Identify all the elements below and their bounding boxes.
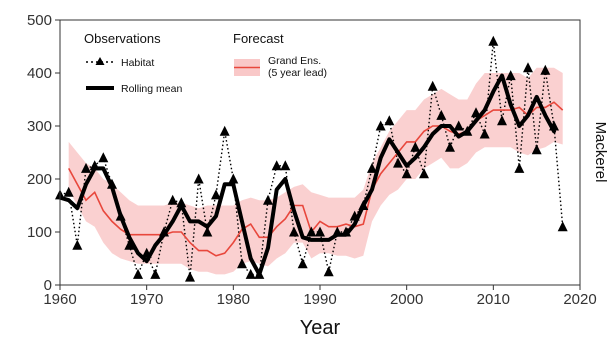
habitat-point bbox=[289, 226, 299, 237]
habitat-point bbox=[332, 226, 343, 237]
x-tick-label: 1990 bbox=[303, 291, 336, 308]
habitat-point bbox=[219, 125, 230, 136]
habitat-point bbox=[245, 268, 256, 279]
y-tick-label: 500 bbox=[27, 12, 52, 29]
habitat-point bbox=[185, 271, 195, 282]
y-tick-label: 200 bbox=[27, 171, 52, 188]
y-tick-label: 400 bbox=[27, 65, 52, 82]
legend-ens-label: Grand Ens. bbox=[268, 55, 321, 67]
habitat-point bbox=[254, 268, 265, 279]
legend-rolling-label: Rolling mean bbox=[121, 83, 182, 95]
habitat-point bbox=[211, 189, 221, 200]
legend-habitat-marker bbox=[95, 57, 105, 65]
habitat-point bbox=[505, 70, 516, 81]
habitat-point bbox=[228, 173, 239, 184]
habitat-point bbox=[549, 120, 559, 131]
habitat-point bbox=[514, 162, 525, 173]
habitat-point bbox=[367, 162, 377, 173]
habitat-point bbox=[341, 226, 351, 237]
habitat-point bbox=[72, 239, 83, 250]
habitat-point bbox=[488, 35, 499, 46]
x-tick-label: 2000 bbox=[390, 291, 423, 308]
habitat-point bbox=[193, 173, 204, 184]
habitat-point bbox=[358, 200, 369, 210]
x-tick-label: 1980 bbox=[217, 291, 250, 308]
habitat-point bbox=[315, 226, 325, 237]
habitat-point bbox=[263, 194, 273, 205]
habitat-point bbox=[349, 210, 360, 221]
habitat-point bbox=[436, 109, 447, 120]
legend-forecast-title: Forecast bbox=[233, 31, 284, 46]
habitat-point bbox=[323, 266, 334, 277]
x-axis-ticks: 1960 1970 1980 1990 2000 2010 2020 bbox=[43, 285, 597, 308]
y-tick-label: 0 bbox=[44, 277, 52, 294]
habitat-point bbox=[393, 157, 403, 168]
habitat-point bbox=[471, 107, 481, 118]
habitat-point bbox=[306, 226, 317, 237]
habitat-point bbox=[271, 160, 282, 171]
y-axis-title: Mackerel bbox=[592, 122, 609, 183]
habitat-point bbox=[453, 120, 464, 131]
legend: Observations Forecast Habitat Rolling me… bbox=[84, 31, 327, 95]
habitat-point bbox=[202, 226, 213, 237]
habitat-point bbox=[167, 194, 178, 205]
x-tick-label: 2010 bbox=[477, 291, 510, 308]
habitat-point bbox=[280, 160, 291, 171]
x-axis-title: Year bbox=[300, 317, 341, 338]
habitat-point bbox=[557, 221, 568, 232]
habitat-point bbox=[523, 62, 533, 73]
legend-ens-sublabel: (5 year lead) bbox=[268, 67, 327, 79]
habitat-point bbox=[115, 210, 126, 221]
habitat-point bbox=[497, 115, 507, 126]
legend-observations-title: Observations bbox=[84, 31, 161, 46]
y-tick-label: 300 bbox=[27, 118, 52, 135]
habitat-points-layer bbox=[55, 35, 568, 282]
x-tick-label: 1970 bbox=[130, 291, 163, 308]
habitat-point bbox=[133, 268, 143, 279]
habitat-point bbox=[410, 141, 421, 152]
habitat-point bbox=[445, 141, 455, 152]
habitat-point bbox=[384, 115, 395, 126]
habitat-point bbox=[237, 258, 247, 269]
habitat-point bbox=[89, 160, 100, 171]
habitat-point bbox=[401, 168, 412, 179]
habitat-point bbox=[531, 144, 542, 155]
habitat-point bbox=[81, 162, 91, 173]
habitat-point bbox=[375, 120, 386, 131]
habitat-point bbox=[98, 152, 109, 163]
habitat-point bbox=[150, 268, 161, 279]
habitat-point bbox=[141, 247, 152, 258]
habitat-point bbox=[419, 168, 429, 179]
habitat-point bbox=[124, 239, 135, 250]
x-tick-label: 2020 bbox=[563, 291, 596, 308]
habitat-point bbox=[63, 186, 74, 197]
legend-habitat-label: Habitat bbox=[121, 57, 154, 69]
habitat-point bbox=[159, 226, 169, 237]
habitat-point bbox=[176, 197, 187, 208]
x-tick-label: 1960 bbox=[43, 291, 76, 308]
habitat-point bbox=[462, 125, 473, 136]
y-axis-ticks: 0 100 200 300 400 500 bbox=[27, 12, 60, 294]
habitat-point bbox=[427, 80, 438, 91]
habitat-point bbox=[297, 258, 308, 269]
habitat-point bbox=[540, 64, 551, 75]
habitat-point bbox=[479, 128, 490, 139]
y-tick-label: 100 bbox=[27, 224, 52, 241]
habitat-point bbox=[107, 178, 117, 189]
